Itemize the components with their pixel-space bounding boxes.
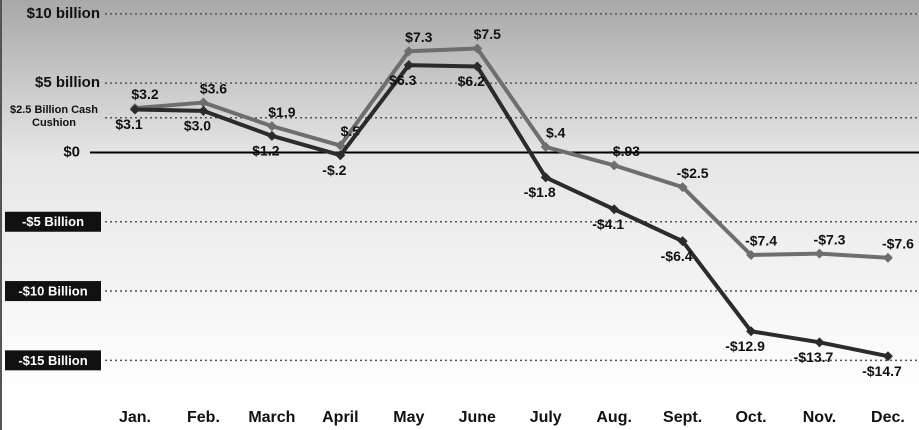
- point: [335, 140, 346, 151]
- point: [472, 43, 483, 54]
- data-label: -$1.8: [524, 184, 556, 200]
- x-tick-label: Feb.: [187, 409, 220, 426]
- data-label: $7.5: [474, 26, 501, 42]
- y-tick-label: -$5 Billion: [22, 214, 84, 229]
- point: [540, 172, 551, 183]
- point: [198, 105, 209, 116]
- data-label: -$12.9: [725, 338, 765, 354]
- x-tick-label: Oct.: [735, 409, 766, 426]
- y-tick-label: -$15 Billion: [18, 353, 87, 368]
- point: [540, 141, 551, 152]
- point: [403, 60, 414, 71]
- point: [814, 337, 825, 348]
- data-label: $3.2: [131, 86, 158, 102]
- point: [335, 150, 346, 161]
- data-label: $7.3: [405, 29, 432, 45]
- x-tick-label: Sept.: [663, 409, 702, 426]
- data-label: $1.9: [268, 104, 295, 120]
- data-label: -$.2: [322, 162, 346, 178]
- point: [677, 236, 688, 247]
- data-label: -$4.1: [592, 216, 624, 232]
- point: [746, 326, 757, 337]
- data-label: $1.2: [252, 143, 279, 159]
- point: [403, 46, 414, 57]
- point: [609, 160, 620, 171]
- data-label: -$7.3: [814, 231, 846, 247]
- x-tick-label: March: [248, 409, 295, 426]
- point: [198, 97, 209, 108]
- point: [266, 130, 277, 141]
- x-tick-label: Jan.: [119, 409, 151, 426]
- y-tick-label: $10 billion: [27, 5, 100, 22]
- point: [266, 121, 277, 132]
- point: [746, 250, 757, 261]
- point: [472, 61, 483, 72]
- y-tick-label: $2.5 Billion Cash Cushion: [9, 103, 99, 129]
- data-label: $.4: [546, 125, 566, 141]
- x-tick-label: May: [393, 409, 424, 426]
- series-line: [134, 46, 889, 260]
- data-label: -$6.4: [661, 248, 693, 264]
- x-tick-label: Dec.: [871, 409, 905, 426]
- data-label: $3.6: [200, 80, 227, 96]
- data-label: -$.93: [608, 143, 640, 159]
- x-tick-label: Aug.: [596, 409, 632, 426]
- tick-label-box: [5, 281, 101, 302]
- series-line: [134, 63, 889, 359]
- x-tick-label: June: [459, 409, 496, 426]
- x-tick-label: Nov.: [803, 409, 836, 426]
- y-tick-label: -$10 Billion: [18, 283, 87, 298]
- data-label: -$13.7: [794, 349, 834, 365]
- data-label: -$7.6: [882, 235, 914, 251]
- data-label: -$2.5: [677, 165, 709, 181]
- point: [882, 252, 893, 263]
- y-tick-label: $5 billion: [35, 74, 100, 91]
- tick-label-box: [5, 350, 101, 371]
- data-label: -$7.4: [745, 233, 777, 249]
- data-label: -$14.7: [862, 363, 902, 379]
- point: [130, 104, 140, 115]
- data-label: $6.3: [389, 72, 416, 88]
- y-tick-label: $0: [63, 143, 80, 160]
- point: [609, 204, 620, 215]
- y-tick-label-wrap: $2.5 Billion Cash Cushion: [9, 103, 99, 129]
- point: [677, 182, 688, 193]
- tick-label-box: [5, 211, 101, 232]
- x-tick-label: April: [322, 409, 358, 426]
- point: [882, 351, 893, 362]
- x-tick-label: July: [530, 409, 562, 426]
- data-label: $3.0: [184, 118, 211, 134]
- data-label: $3.1: [115, 116, 142, 132]
- point: [814, 248, 825, 259]
- data-label: $6.2: [458, 73, 485, 89]
